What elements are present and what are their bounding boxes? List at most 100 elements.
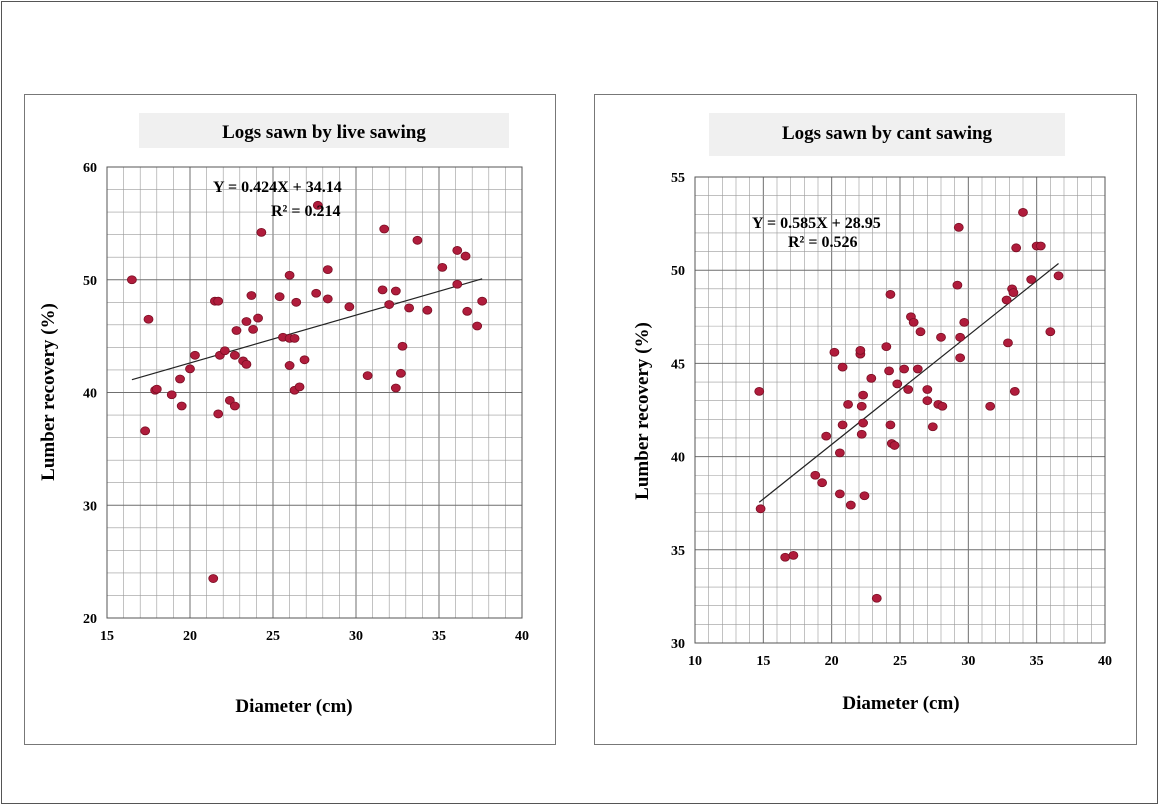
data-point bbox=[453, 280, 462, 288]
y-tick-label: 35 bbox=[671, 544, 685, 559]
data-point bbox=[846, 501, 855, 509]
data-point bbox=[872, 594, 881, 602]
data-point bbox=[928, 423, 937, 431]
data-point bbox=[923, 397, 932, 405]
data-point bbox=[811, 471, 820, 479]
data-point bbox=[953, 281, 962, 289]
data-point bbox=[1012, 244, 1021, 252]
data-point bbox=[835, 490, 844, 498]
data-points bbox=[755, 208, 1063, 602]
data-point bbox=[781, 553, 790, 561]
x-tick-label: 15 bbox=[100, 629, 114, 644]
y-axis-title: Lumber recovery (%) bbox=[632, 322, 653, 500]
data-point bbox=[167, 391, 176, 399]
data-point bbox=[127, 276, 136, 284]
data-point bbox=[141, 427, 150, 435]
data-point bbox=[857, 402, 866, 410]
data-point bbox=[292, 298, 301, 306]
x-tick-label: 35 bbox=[432, 629, 446, 644]
data-point bbox=[275, 293, 284, 301]
data-point bbox=[856, 346, 865, 354]
trendline-group bbox=[132, 279, 482, 380]
data-point bbox=[478, 297, 487, 305]
trendline bbox=[132, 279, 482, 380]
data-point bbox=[1003, 339, 1012, 347]
data-point bbox=[152, 385, 161, 393]
data-point bbox=[835, 449, 844, 457]
data-point bbox=[886, 290, 895, 298]
x-axis-title: Diameter (cm) bbox=[842, 693, 959, 714]
data-point bbox=[214, 410, 223, 418]
data-point bbox=[323, 266, 332, 274]
data-point bbox=[1027, 276, 1036, 284]
data-point bbox=[756, 505, 765, 513]
y-tick-label: 60 bbox=[83, 161, 97, 176]
r-squared-label: R² = 0.214 bbox=[271, 203, 340, 220]
chart-panel-live-sawing: Logs sawn by live sawing 15 20 25 30 35 40 20 3… bbox=[24, 94, 556, 745]
data-point bbox=[956, 354, 965, 362]
regression-equation: Y = 0.424X + 34.14 bbox=[213, 179, 342, 196]
y-tick-label: 30 bbox=[83, 499, 97, 514]
data-point bbox=[937, 333, 946, 341]
data-point bbox=[859, 391, 868, 399]
data-point bbox=[242, 317, 251, 325]
data-point bbox=[938, 402, 947, 410]
data-point bbox=[755, 387, 764, 395]
data-point bbox=[882, 343, 891, 351]
data-point bbox=[285, 271, 294, 279]
data-point bbox=[986, 402, 995, 410]
data-point bbox=[818, 479, 827, 487]
data-point bbox=[249, 325, 258, 333]
data-point bbox=[1054, 272, 1063, 280]
data-point bbox=[900, 365, 909, 373]
x-tick-label: 20 bbox=[825, 654, 839, 669]
data-point bbox=[413, 236, 422, 244]
data-point bbox=[857, 430, 866, 438]
data-point bbox=[438, 263, 447, 271]
r-squared-label: R² = 0.526 bbox=[788, 234, 857, 251]
data-point bbox=[391, 384, 400, 392]
chart-cant-sawing-svg: Logs sawn by cant sawing 10 15 20 25 30 35 40 3… bbox=[595, 95, 1138, 746]
data-point bbox=[860, 492, 869, 500]
data-point bbox=[423, 306, 432, 314]
data-point bbox=[323, 295, 332, 303]
data-point bbox=[1036, 242, 1045, 250]
data-point bbox=[177, 402, 186, 410]
data-point bbox=[190, 351, 199, 359]
data-point bbox=[838, 421, 847, 429]
data-point bbox=[247, 292, 256, 300]
x-tick-label: 40 bbox=[515, 629, 529, 644]
data-point bbox=[473, 322, 482, 330]
data-point bbox=[290, 334, 299, 342]
data-point bbox=[312, 289, 321, 297]
x-tick-label: 30 bbox=[349, 629, 363, 644]
x-tick-label: 25 bbox=[266, 629, 280, 644]
data-point bbox=[176, 375, 185, 383]
data-point bbox=[904, 385, 913, 393]
chart-title: Logs sawn by live sawing bbox=[222, 122, 426, 143]
data-point bbox=[363, 372, 372, 380]
data-point bbox=[1019, 208, 1028, 216]
y-tick-label: 20 bbox=[83, 612, 97, 627]
data-point bbox=[230, 402, 239, 410]
data-point bbox=[405, 304, 414, 312]
data-point bbox=[398, 342, 407, 350]
data-point bbox=[391, 287, 400, 295]
data-point bbox=[300, 356, 309, 364]
data-point bbox=[295, 383, 304, 391]
data-point bbox=[886, 421, 895, 429]
data-point bbox=[385, 301, 394, 309]
x-tick-label: 40 bbox=[1098, 654, 1112, 669]
y-tick-label: 45 bbox=[671, 357, 685, 372]
data-point bbox=[396, 369, 405, 377]
data-point bbox=[885, 367, 894, 375]
data-point bbox=[859, 419, 868, 427]
chart-title: Logs sawn by cant sawing bbox=[782, 123, 993, 144]
x-tick-label: 30 bbox=[961, 654, 975, 669]
data-point bbox=[144, 315, 153, 323]
data-point bbox=[220, 347, 229, 355]
data-point bbox=[909, 318, 918, 326]
data-point bbox=[916, 328, 925, 336]
data-point bbox=[956, 333, 965, 341]
regression-equation: Y = 0.585X + 28.95 bbox=[752, 215, 881, 232]
